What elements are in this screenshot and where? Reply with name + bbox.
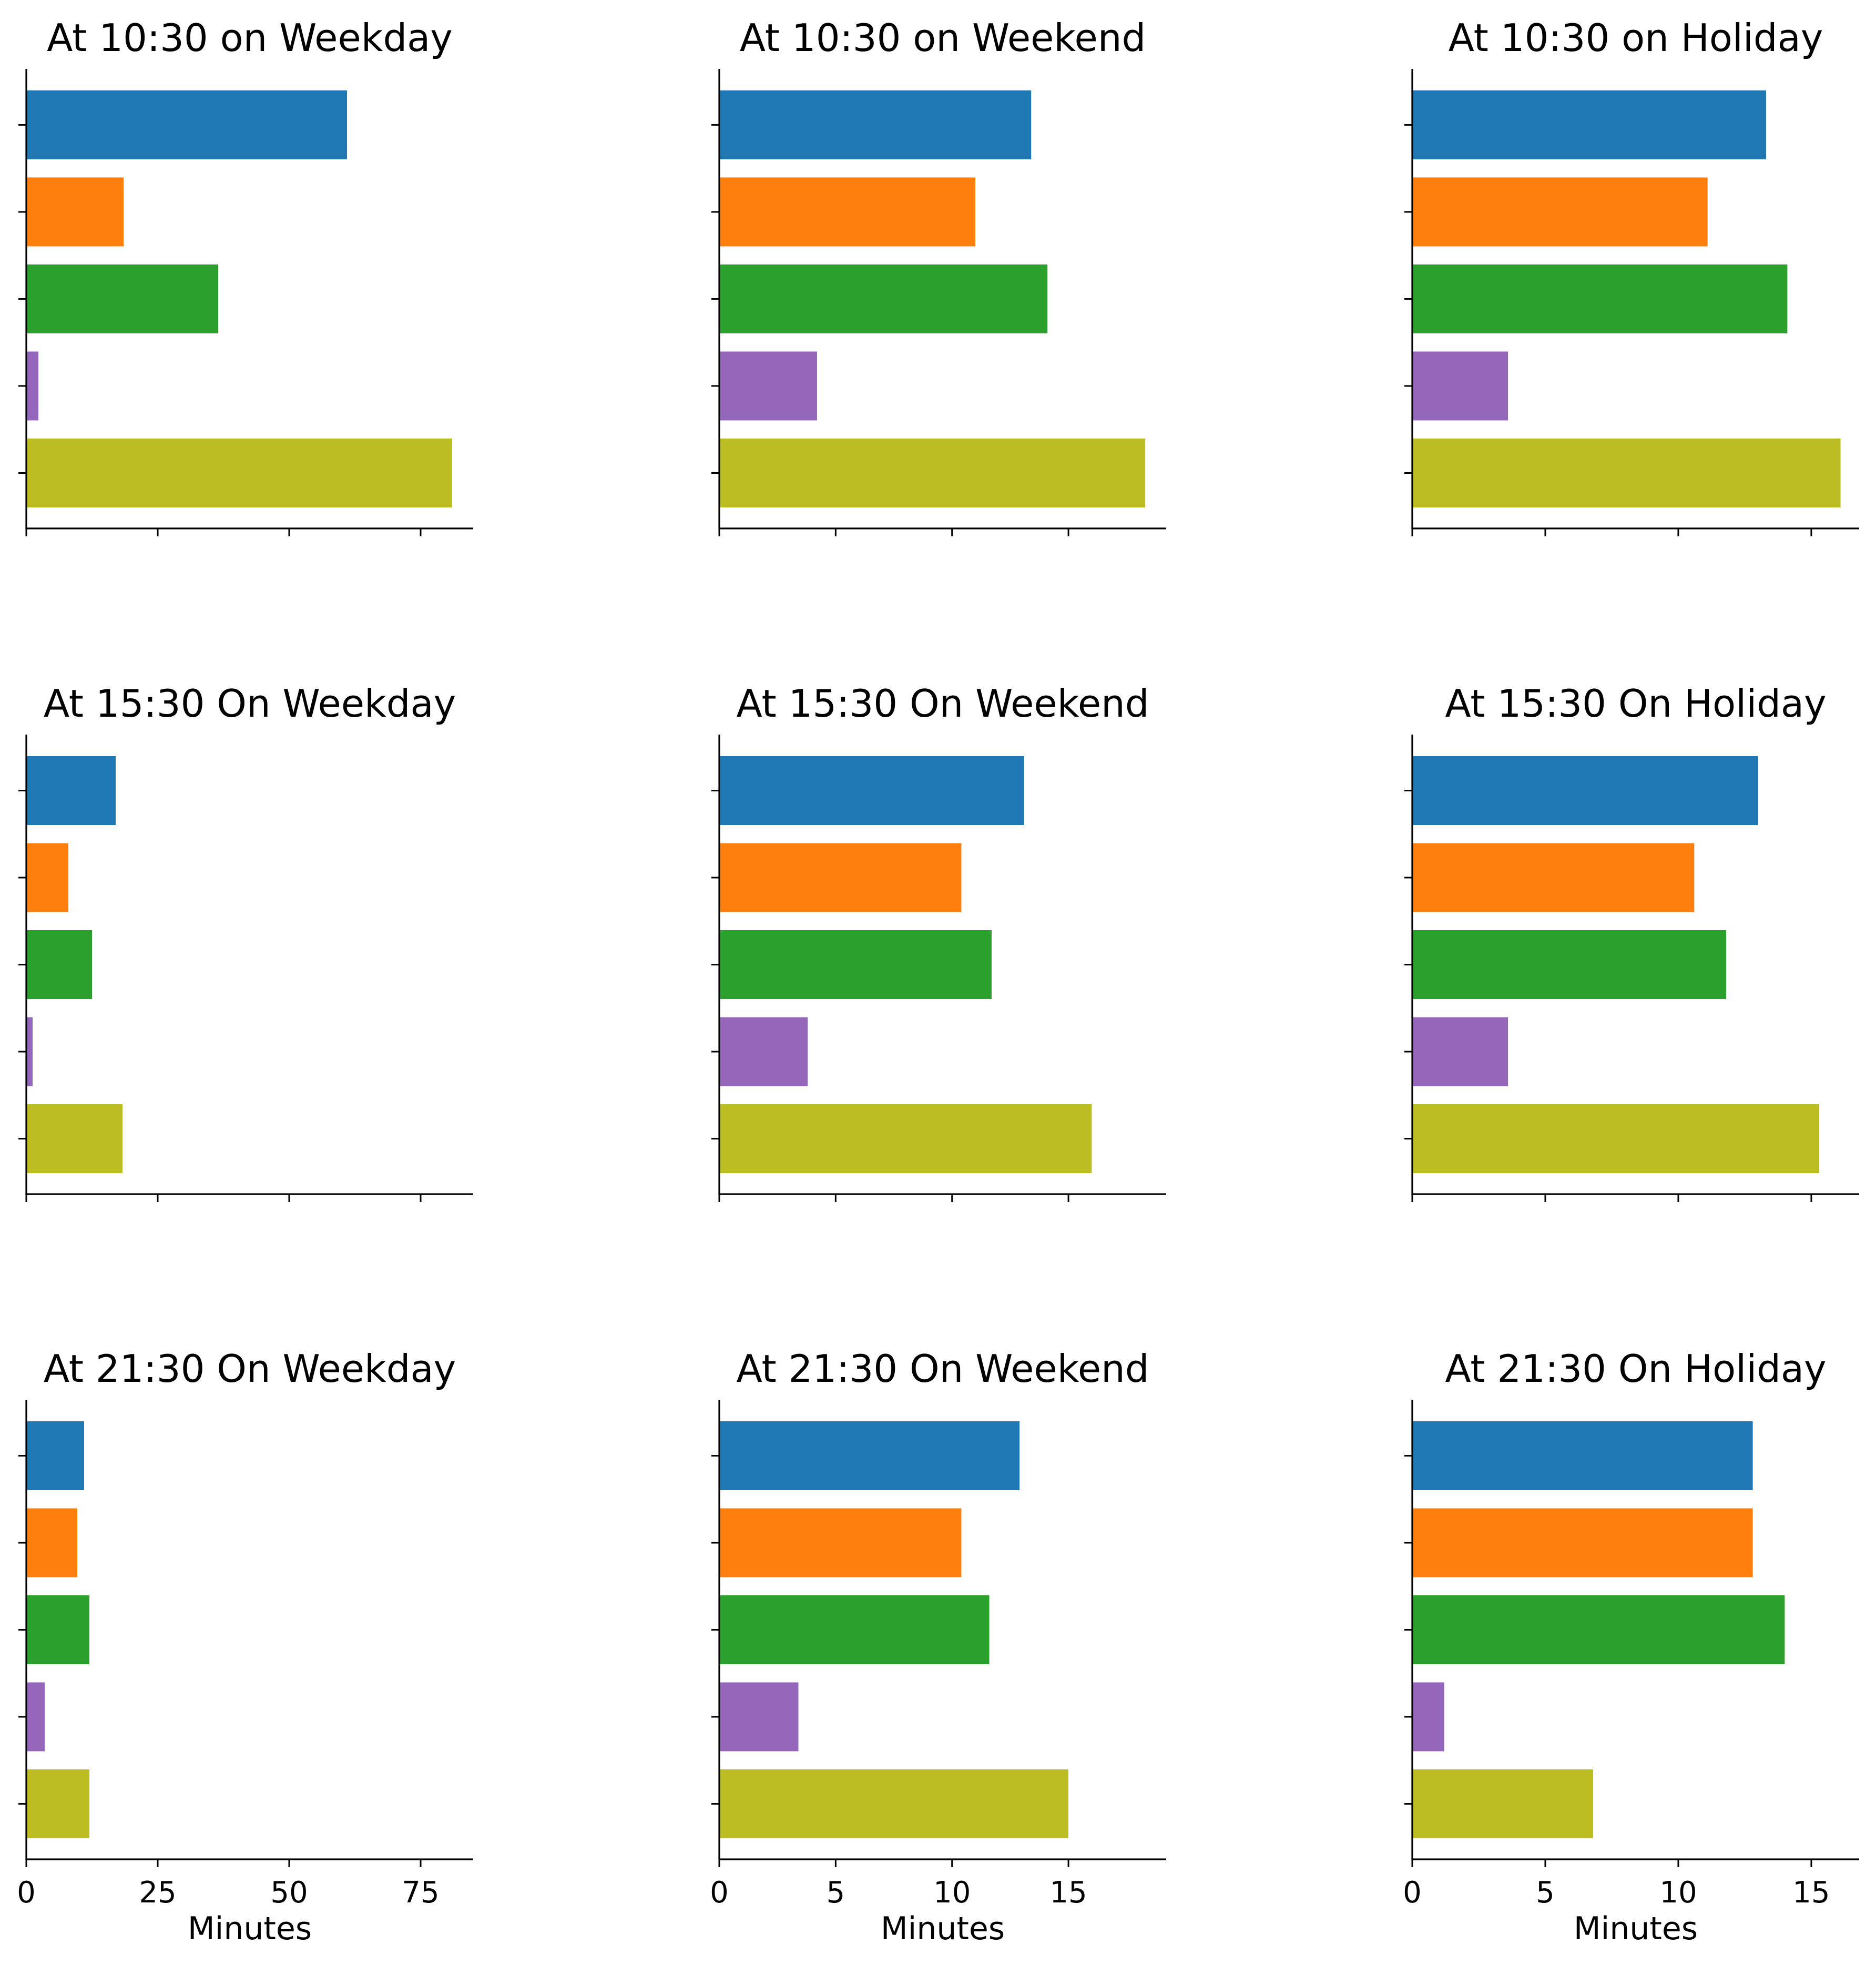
x-tick-label: 15	[1792, 1876, 1830, 1910]
bar	[26, 177, 124, 247]
bar	[719, 439, 1146, 507]
subplot-8: At 21:30 On Weekend 0 5 10 15 Minutes	[710, 1347, 1166, 1947]
bar	[719, 1017, 808, 1086]
subplot-title: At 15:30 On Holiday	[1445, 681, 1826, 726]
subplot-title: At 21:30 On Weekend	[736, 1347, 1149, 1391]
bar	[719, 1508, 962, 1577]
subplot-title: At 15:30 On Weekday	[44, 681, 456, 726]
x-tick-label: 0	[17, 1876, 36, 1910]
subplot-4: At 15:30 On Weekday	[18, 681, 473, 1202]
bar	[26, 1017, 33, 1086]
bar	[26, 90, 347, 159]
bar	[719, 1682, 799, 1752]
bar	[719, 351, 817, 421]
bar	[1412, 351, 1508, 421]
subplot-title: At 21:30 On Holiday	[1445, 1347, 1826, 1391]
bar	[719, 1104, 1092, 1173]
x-tick-label: 5	[1536, 1876, 1555, 1910]
subplot-9: At 21:30 On Holiday 0 5 10 15 Minutes	[1403, 1347, 1859, 1947]
bar	[1412, 1017, 1508, 1086]
bar	[26, 843, 68, 912]
bar	[719, 90, 1032, 159]
bar	[1412, 1595, 1785, 1664]
bar	[26, 756, 116, 825]
bar	[1412, 1769, 1594, 1838]
bar	[26, 1682, 45, 1752]
bar	[26, 1508, 77, 1577]
subplot-2: At 10:30 on Weekend	[711, 16, 1166, 536]
bar	[719, 264, 1048, 333]
x-axis-label: Minutes	[881, 1910, 1005, 1947]
bar	[719, 177, 975, 247]
bar	[1412, 843, 1695, 912]
subplot-title: At 21:30 On Weekday	[44, 1347, 456, 1391]
bar	[26, 439, 452, 507]
subplot-title: At 10:30 on Holiday	[1449, 16, 1823, 60]
x-tick-label: 10	[933, 1876, 971, 1910]
x-axis-label: Minutes	[188, 1910, 312, 1947]
bar	[1412, 264, 1788, 333]
x-axis-label: Minutes	[1574, 1910, 1698, 1947]
bar	[1412, 177, 1708, 247]
subplot-title: At 15:30 On Weekend	[736, 681, 1149, 726]
subplot-3: At 10:30 on Holiday	[1404, 16, 1859, 536]
bar	[26, 351, 38, 421]
x-tick-label: 50	[270, 1876, 308, 1910]
bar	[26, 1769, 89, 1838]
subplot-title: At 10:30 on Weekday	[47, 16, 453, 60]
x-tick-label: 75	[402, 1876, 439, 1910]
bar	[719, 1769, 1069, 1838]
bar	[719, 756, 1024, 825]
subplot-7: At 21:30 On Weekday 0 25 50 75 Minutes	[17, 1347, 473, 1947]
bar	[1412, 439, 1841, 507]
bar	[719, 843, 962, 912]
bar	[26, 264, 218, 333]
x-tick-label: 5	[827, 1876, 845, 1910]
bar	[26, 1595, 89, 1664]
bar	[26, 930, 92, 999]
x-tick-label: 0	[710, 1876, 729, 1910]
bar	[1412, 1682, 1444, 1752]
x-tick-label: 0	[1403, 1876, 1422, 1910]
subplot-5: At 15:30 On Weekend	[711, 681, 1166, 1202]
bar	[1412, 756, 1758, 825]
bar	[1412, 1508, 1753, 1577]
bar	[1412, 90, 1766, 159]
subplot-title: At 10:30 on Weekend	[740, 16, 1146, 60]
bar	[719, 1595, 990, 1664]
subplot-6: At 15:30 On Holiday	[1404, 681, 1859, 1202]
x-tick-label: 25	[139, 1876, 176, 1910]
bar	[26, 1104, 123, 1173]
bar	[719, 930, 992, 999]
bar	[1412, 1104, 1820, 1173]
bar	[719, 1421, 1020, 1490]
subplot-1: At 10:30 on Weekday	[18, 16, 473, 536]
bar	[26, 1421, 84, 1490]
bar	[1412, 1421, 1753, 1490]
x-tick-label: 15	[1049, 1876, 1087, 1910]
bar	[1412, 930, 1727, 999]
x-tick-label: 10	[1659, 1876, 1697, 1910]
